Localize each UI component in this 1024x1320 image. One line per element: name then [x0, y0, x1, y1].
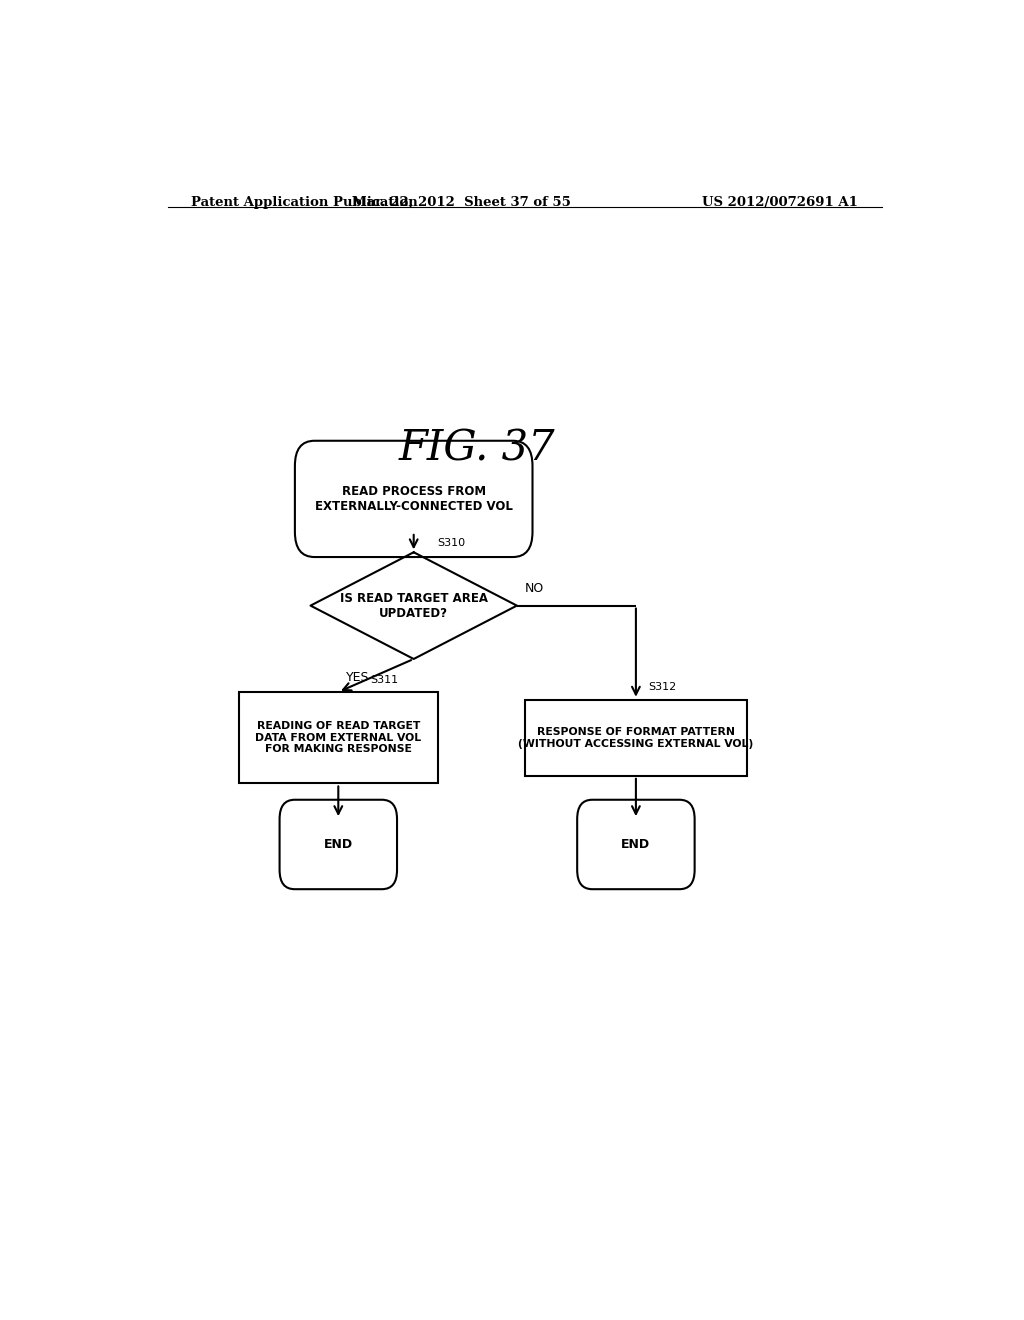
Text: READ PROCESS FROM
EXTERNALLY-CONNECTED VOL: READ PROCESS FROM EXTERNALLY-CONNECTED V…	[314, 484, 513, 513]
Text: READING OF READ TARGET
DATA FROM EXTERNAL VOL
FOR MAKING RESPONSE: READING OF READ TARGET DATA FROM EXTERNA…	[255, 721, 421, 754]
Text: S311: S311	[370, 675, 398, 685]
FancyBboxPatch shape	[280, 800, 397, 890]
Bar	[240, 692, 437, 784]
Text: END: END	[622, 838, 650, 851]
Text: S310: S310	[437, 537, 466, 548]
Text: RESPONSE OF FORMAT PATTERN
(WITHOUT ACCESSING EXTERNAL VOL): RESPONSE OF FORMAT PATTERN (WITHOUT ACCE…	[518, 727, 754, 748]
Text: FIG. 37: FIG. 37	[399, 428, 555, 470]
FancyBboxPatch shape	[295, 441, 532, 557]
Text: Mar. 22, 2012  Sheet 37 of 55: Mar. 22, 2012 Sheet 37 of 55	[352, 195, 570, 209]
Text: S312: S312	[648, 682, 676, 692]
Text: YES: YES	[346, 671, 370, 684]
Text: END: END	[324, 838, 353, 851]
Bar	[524, 700, 748, 776]
Text: NO: NO	[524, 582, 544, 595]
Text: US 2012/0072691 A1: US 2012/0072691 A1	[702, 195, 858, 209]
Text: IS READ TARGET AREA
UPDATED?: IS READ TARGET AREA UPDATED?	[340, 591, 487, 619]
FancyBboxPatch shape	[578, 800, 694, 890]
Text: Patent Application Publication: Patent Application Publication	[191, 195, 418, 209]
